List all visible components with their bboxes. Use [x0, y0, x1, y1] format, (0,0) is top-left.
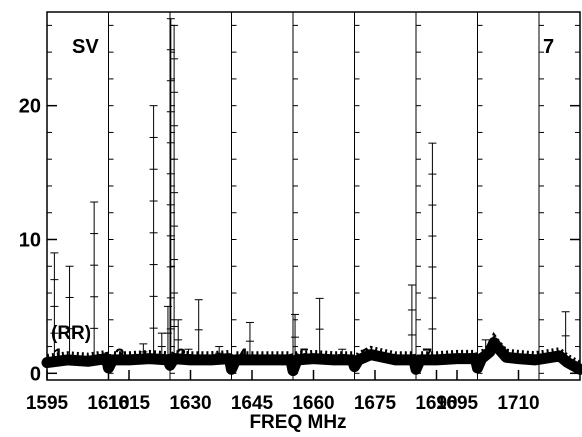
band-marker-label: 1 [53, 345, 63, 365]
x-tick-label: 1660 [292, 393, 334, 414]
series-label: (RR) [51, 323, 91, 344]
data-layer [41, 18, 582, 377]
x-tick-label: 1710 [497, 393, 539, 414]
y-tick-label: 0 [30, 363, 41, 385]
corner-label-right: 7 [543, 36, 554, 58]
band-marker-label: 3 [176, 345, 186, 365]
band-marker-label: 2 [115, 345, 125, 365]
x-tick-label: 1695 [436, 393, 479, 414]
band-marker-label: 4 [238, 345, 248, 365]
band-marker-label: 7 [422, 345, 432, 365]
x-axis-label: FREQ MHz [249, 412, 346, 433]
baseline-series [41, 337, 582, 377]
x-tick-label: 1595 [26, 393, 69, 414]
x-tick-label: 1610 [87, 393, 129, 414]
x-tick-label: 1630 [169, 393, 211, 414]
x-tick-label: 1690 [415, 393, 457, 414]
y-tick-label: 20 [19, 96, 41, 118]
tick-layer [46, 24, 580, 380]
band-marker-label: 6 [361, 345, 371, 365]
x-tick-label: 1675 [354, 393, 397, 414]
y-tick-label: 10 [19, 229, 41, 251]
x-tick-label: 1615 [108, 393, 151, 414]
corner-label-left: SV [72, 36, 99, 58]
x-tick-label: 1645 [231, 393, 274, 414]
band-marker-label: 5 [299, 345, 309, 365]
plot-frame [46, 11, 581, 381]
